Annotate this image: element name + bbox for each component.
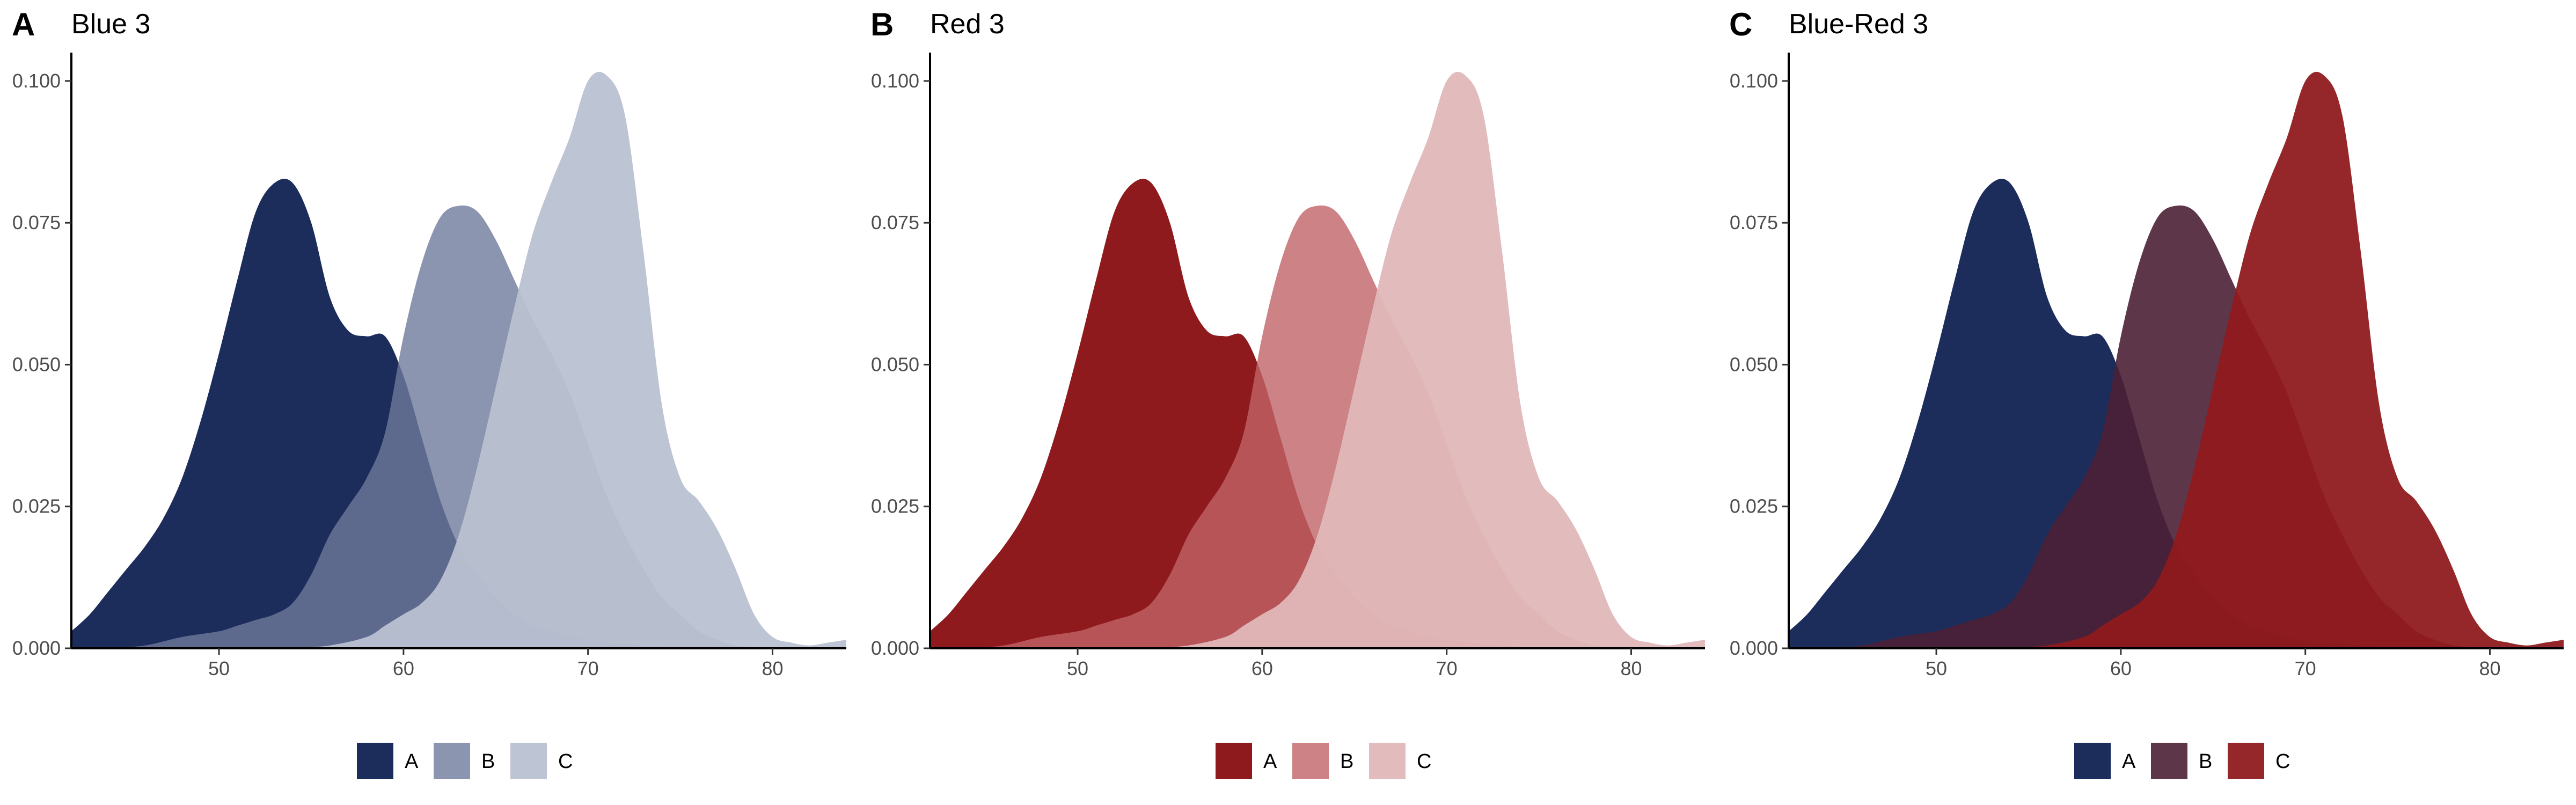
density-areas — [1789, 71, 2564, 649]
legend-label: A — [1263, 750, 1277, 773]
legend-label: C — [558, 750, 573, 773]
panel-title: Blue-Red 3 — [1789, 9, 1928, 40]
panel-a: A Blue 3 0.000 0.025 0.050 0.075 0.100 50 60 70 80… — [12, 6, 846, 779]
y-tick-label: 0.025 — [12, 495, 61, 517]
legend-swatch-c — [510, 743, 547, 779]
legend-label: C — [1417, 750, 1431, 773]
panel-tag: B — [870, 6, 894, 42]
y-tick-label: 0.000 — [1730, 637, 1778, 659]
legend-swatch-b — [2151, 743, 2187, 779]
density-area-c — [292, 71, 846, 648]
y-tick-label: 0.075 — [12, 211, 61, 233]
x-tick-label: 80 — [762, 657, 783, 679]
legend-label: C — [2275, 750, 2290, 773]
x-tick-label: 80 — [1620, 657, 1642, 679]
legend-swatch-c — [2228, 743, 2264, 779]
legend: A B C — [1216, 743, 1431, 779]
y-tick-label: 0.100 — [871, 70, 919, 92]
panel-tag: C — [1729, 6, 1752, 42]
legend-swatch-a — [1216, 743, 1252, 779]
x-tick-label: 60 — [1252, 657, 1273, 679]
legend: A B C — [357, 743, 573, 779]
density-areas — [930, 71, 1705, 649]
y-tick-label: 0.100 — [12, 70, 61, 92]
y-tick-label: 0.100 — [1730, 70, 1778, 92]
x-tick-label: 50 — [1067, 657, 1088, 679]
x-tick-label: 70 — [1436, 657, 1458, 679]
y-tick-label: 0.075 — [871, 211, 919, 233]
y-tick-label: 0.025 — [1730, 495, 1778, 517]
x-tick-label: 80 — [2479, 657, 2500, 679]
y-tick-label: 0.075 — [1730, 211, 1778, 233]
legend-swatch-c — [1369, 743, 1406, 779]
y-tick-label: 0.025 — [871, 495, 919, 517]
y-tick-label: 0.000 — [12, 637, 61, 659]
y-tick-label: 0.000 — [871, 637, 919, 659]
x-tick-label: 50 — [1926, 657, 1947, 679]
panel-title: Red 3 — [930, 9, 1005, 40]
legend-swatch-b — [434, 743, 470, 779]
density-areas — [71, 71, 846, 649]
legend-label: A — [405, 750, 419, 773]
legend-label: A — [2122, 750, 2136, 773]
panel-b: B Red 3 0.000 0.025 0.050 0.075 0.100 50 60 70 80 A… — [870, 6, 1705, 779]
legend-swatch-a — [2074, 743, 2111, 779]
y-tick-label: 0.050 — [12, 353, 61, 375]
legend: A B C — [2074, 743, 2290, 779]
x-tick-label: 70 — [2295, 657, 2316, 679]
x-tick-label: 60 — [2110, 657, 2132, 679]
density-area-c — [1151, 71, 1705, 648]
legend-label: B — [1340, 750, 1353, 773]
legend-label: B — [2199, 750, 2212, 773]
x-tick-label: 70 — [577, 657, 599, 679]
panel-tag: A — [12, 6, 35, 42]
legend-swatch-a — [357, 743, 393, 779]
legend-label: B — [481, 750, 495, 773]
x-tick-label: 60 — [393, 657, 414, 679]
density-area-c — [2010, 71, 2564, 648]
y-tick-label: 0.050 — [871, 353, 919, 375]
panel-c: C Blue-Red 3 0.000 0.025 0.050 0.075 0.100 50 60… — [1729, 6, 2564, 779]
panel-title: Blue 3 — [71, 9, 150, 40]
x-tick-label: 50 — [208, 657, 230, 679]
legend-swatch-b — [1292, 743, 1329, 779]
y-tick-label: 0.050 — [1730, 353, 1778, 375]
